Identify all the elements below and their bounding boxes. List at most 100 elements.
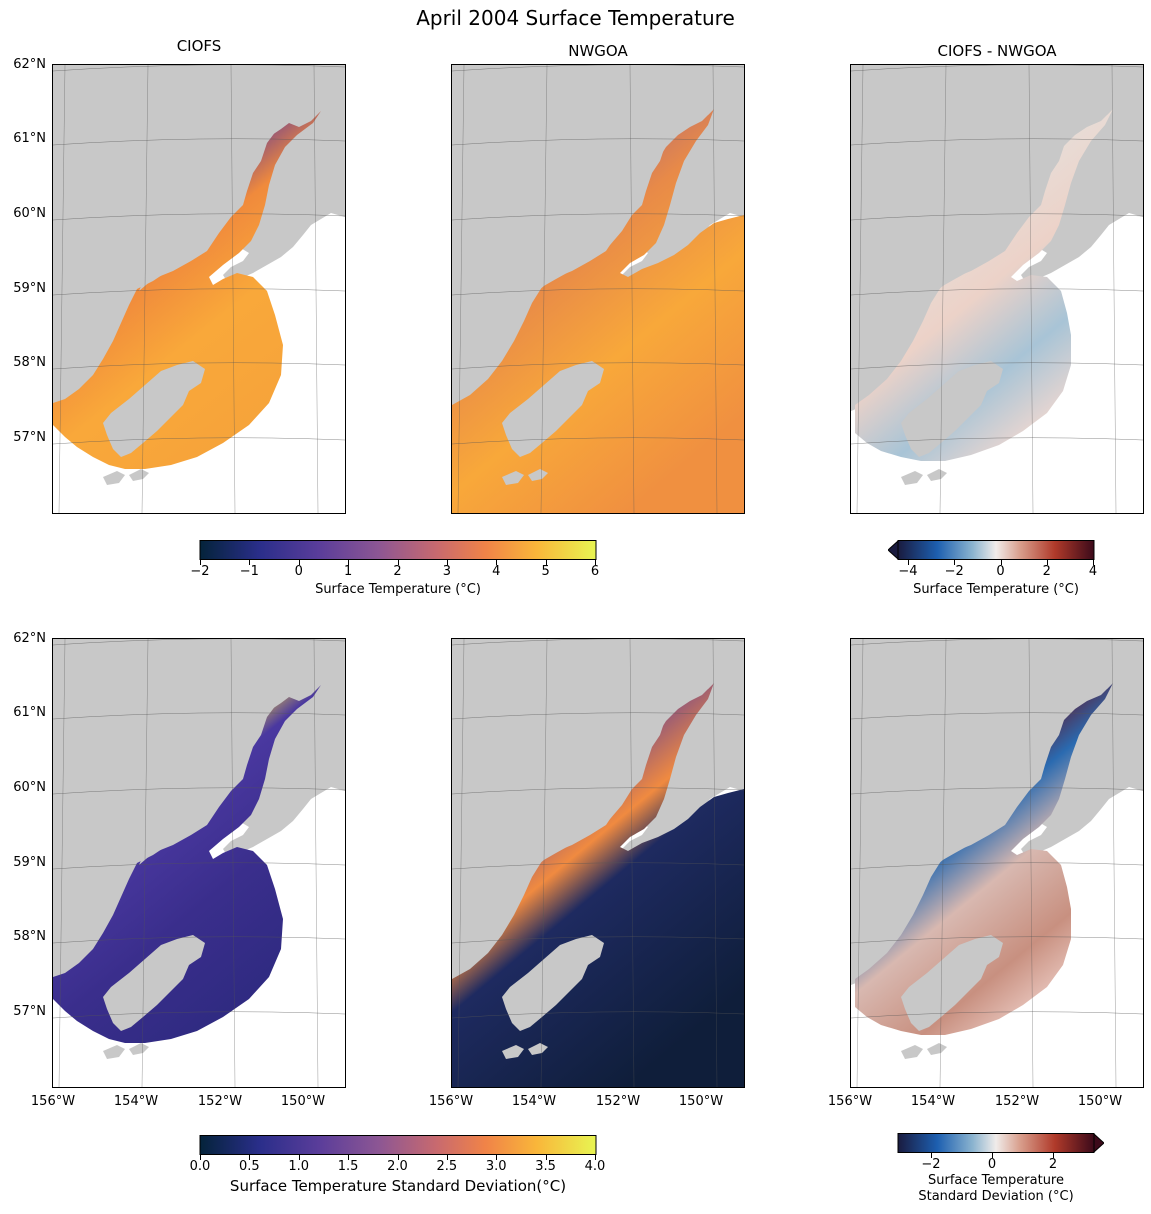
- latitude-gridline: [452, 362, 744, 370]
- lon-label: 156°W: [827, 1094, 873, 1109]
- kenai-peninsula-shape: [937, 675, 1113, 865]
- colorbar-extend-min: [888, 540, 899, 560]
- latitude-gridline: [452, 1011, 744, 1019]
- islet-shape: [901, 1045, 923, 1059]
- map-canvas: [53, 639, 345, 1087]
- map-panel-diff-std: [850, 638, 1144, 1088]
- lat-label: 61°N: [13, 131, 46, 146]
- colorbar-tick-mark: [397, 1155, 399, 1160]
- longitude-gridline: [141, 65, 149, 513]
- colorbar-tick-label: 4.0: [584, 1159, 606, 1174]
- longitude-gridline: [313, 65, 319, 513]
- islet-shape: [528, 469, 548, 481]
- colorbar-tick-mark: [992, 1153, 993, 1158]
- longitude-gridline: [540, 639, 548, 1087]
- longitude-gridline: [629, 639, 635, 1087]
- map-panel-diff-mean: [850, 64, 1144, 514]
- lat-label: 59°N: [13, 855, 46, 870]
- latitude-gridline: [452, 936, 744, 944]
- map-panel-ciofs-mean: [52, 64, 346, 514]
- map-canvas: [851, 65, 1143, 513]
- longitude-gridline: [457, 639, 465, 1087]
- latitude-gridline: [851, 787, 1143, 795]
- colorbar-tick-mark: [496, 1155, 498, 1160]
- colorbar-tick-label: 1.5: [337, 1159, 359, 1174]
- islet-shape: [927, 469, 947, 481]
- lat-label: 57°N: [13, 430, 46, 445]
- longitude-gridline: [1028, 639, 1034, 1087]
- latitude-gridline: [452, 138, 744, 146]
- longitude-gridline: [1028, 65, 1034, 513]
- latitude-gridline: [452, 437, 744, 445]
- latitude-gridline: [53, 1011, 345, 1019]
- latitude-gridline: [452, 639, 744, 646]
- longitude-gridline: [939, 639, 947, 1087]
- longitude-gridline: [313, 639, 319, 1087]
- lat-label: 58°N: [13, 929, 46, 944]
- colorbar-tick-label: 2.5: [436, 1159, 458, 1174]
- kodiak-island-shape: [502, 361, 604, 457]
- colorbar-tick-mark: [446, 1155, 448, 1160]
- panel-title-ciofs: CIOFS: [176, 37, 222, 55]
- colorbar-tick-mark: [954, 560, 956, 565]
- colorbar-tick-mark: [545, 1155, 547, 1160]
- colorbar-tick-mark: [496, 560, 498, 565]
- lat-label: 59°N: [13, 281, 46, 296]
- colorbar-tick-label: 0: [294, 564, 303, 579]
- sea-surface-field: [855, 683, 1113, 1035]
- colorbar-tick-mark: [348, 560, 350, 565]
- map-panel-nwgoa-mean: [451, 64, 745, 514]
- longitude-gridline: [230, 639, 236, 1087]
- lat-label: 62°N: [13, 57, 46, 72]
- colorbar-difference: −4 −2 0 2 4 Surface Temperature (°C): [888, 540, 1097, 600]
- latitude-gridline: [53, 712, 345, 720]
- kenai-peninsula-shape: [538, 101, 714, 291]
- kenai-peninsula-shape: [937, 101, 1113, 291]
- islet-shape: [129, 469, 149, 481]
- longitude-gridline: [457, 65, 465, 513]
- kodiak-island-shape: [901, 935, 1003, 1031]
- latitude-gridline: [452, 712, 744, 720]
- latitude-gridline: [452, 288, 744, 296]
- latitude-gridline: [53, 213, 345, 221]
- colorbar-tick-label: 6: [590, 564, 600, 579]
- colorbar-tick-label: 5: [541, 564, 550, 579]
- latitude-gridline: [452, 213, 744, 221]
- islet-shape: [502, 1045, 524, 1059]
- colorbar-tick-mark: [298, 560, 300, 565]
- map-panel-ciofs-std: [52, 638, 346, 1088]
- longitude-gridline: [58, 65, 66, 513]
- colorbar-tick-label: 2: [1048, 1157, 1058, 1172]
- latitude-gridline: [851, 1011, 1143, 1019]
- latitude-gridline: [851, 862, 1143, 870]
- latitude-gridline: [53, 862, 345, 870]
- colorbar-label-line1: Surface Temperature: [927, 1173, 1064, 1188]
- colorbar-tick-mark: [595, 1155, 596, 1160]
- islet-shape: [103, 471, 125, 485]
- latitude-gridline: [851, 362, 1143, 370]
- latitude-gridline: [53, 639, 345, 646]
- latitude-gridline: [452, 787, 744, 795]
- latitude-gridline: [53, 138, 345, 146]
- colorbar-tick-label: 3: [442, 564, 452, 579]
- latitude-gridline: [452, 862, 744, 870]
- sea-surface-field: [53, 685, 321, 1043]
- latitude-gridline: [53, 936, 345, 944]
- colorbar-tick-mark: [348, 1155, 350, 1160]
- islet-shape: [502, 471, 524, 485]
- longitude-gridline: [1111, 65, 1117, 513]
- longitude-gridline: [629, 65, 635, 513]
- kodiak-island-shape: [103, 935, 205, 1031]
- latitude-gridline: [53, 288, 345, 296]
- colorbar-tick-mark: [1046, 560, 1048, 565]
- colorbar-label: Surface Temperature (°C): [913, 582, 1079, 597]
- colorbar-tick-mark: [545, 560, 547, 565]
- latitude-gridline: [53, 65, 345, 72]
- longitude-gridline: [856, 65, 864, 513]
- kenai-peninsula-shape: [139, 675, 315, 865]
- latitude-gridline: [851, 639, 1143, 646]
- islet-shape: [129, 1043, 149, 1055]
- colorbar-tick-label: −1: [239, 564, 259, 579]
- colorbar-std: 0.0 0.5 1.0 1.5 2.0 2.5 3.0 3.5 4.0 Surface Tempe…: [190, 1135, 605, 1205]
- colorbar-tick-mark: [397, 560, 399, 565]
